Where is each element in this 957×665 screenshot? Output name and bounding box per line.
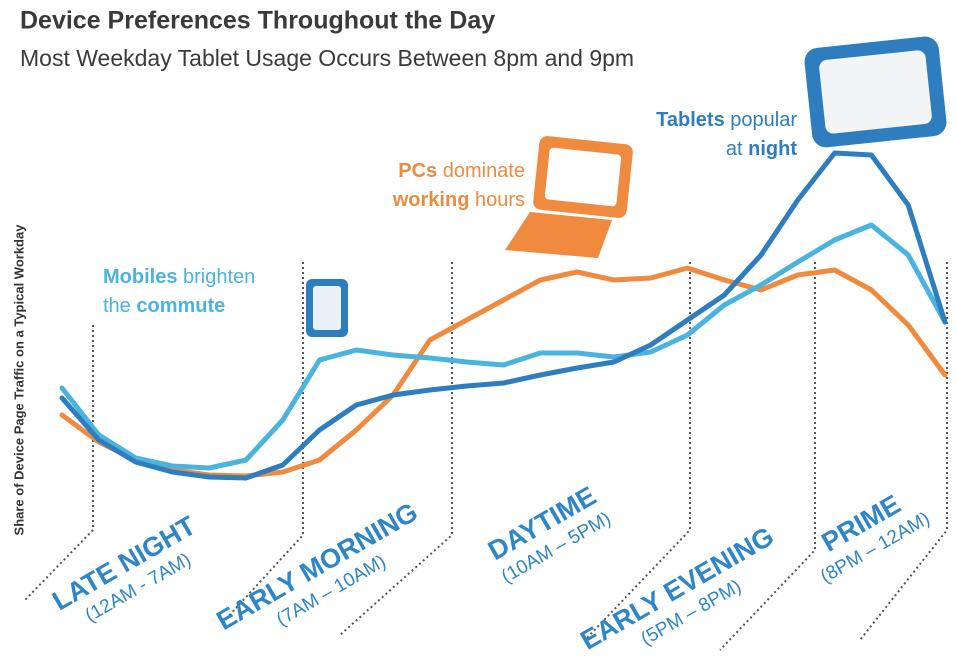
tablet-icon — [804, 36, 947, 148]
period-label: DAYTIME(10AM – 5PM) — [483, 481, 615, 588]
divider — [339, 262, 453, 636]
annotation-part: working — [392, 189, 470, 211]
annotation-part: Mobiles — [103, 266, 177, 288]
annotation-part: hours — [469, 189, 525, 211]
period-name: EARLY EVENING — [575, 521, 778, 656]
annotation-part: brighten — [177, 266, 255, 288]
annotation-part: Tablets — [656, 109, 725, 131]
annotation-part: night — [748, 138, 797, 160]
period-label: EARLY EVENING(5PM – 8PM) — [575, 521, 778, 656]
period-name: EARLY MORNING — [211, 497, 422, 636]
chart-subtitle: Most Weekday Tablet Usage Occurs Between… — [20, 45, 634, 71]
period-label: LATE NIGHT(12AM - 7AM) — [47, 510, 201, 626]
divider — [719, 262, 816, 651]
phone-icon — [306, 279, 348, 337]
series-line — [59, 222, 948, 471]
annotation: working hours — [392, 189, 525, 211]
annotation: Tablets popular — [656, 109, 797, 131]
y-axis-label: Share of Device Page Traffic on a Typica… — [11, 224, 26, 536]
annotation-part: popular — [725, 109, 798, 131]
series-line — [59, 150, 948, 481]
annotation-part: at — [726, 138, 748, 160]
annotation: at night — [726, 138, 797, 160]
annotation-part: commute — [136, 295, 225, 317]
annotation-part: dominate — [437, 160, 525, 182]
divider — [859, 262, 948, 641]
period-dividers — [24, 262, 948, 651]
laptop-icon — [505, 136, 633, 258]
period-label: EARLY MORNING(7AM – 10AM) — [211, 497, 422, 636]
annotation: Mobiles brighten — [103, 266, 255, 288]
divider — [224, 262, 304, 621]
chart-title: Device Preferences Throughout the Day — [20, 7, 495, 35]
annotation: the commute — [103, 295, 225, 317]
annotation-part: PCs — [398, 160, 437, 182]
annotation: PCs dominate — [398, 160, 525, 182]
divider — [24, 325, 94, 601]
annotation-part: the — [103, 295, 136, 317]
